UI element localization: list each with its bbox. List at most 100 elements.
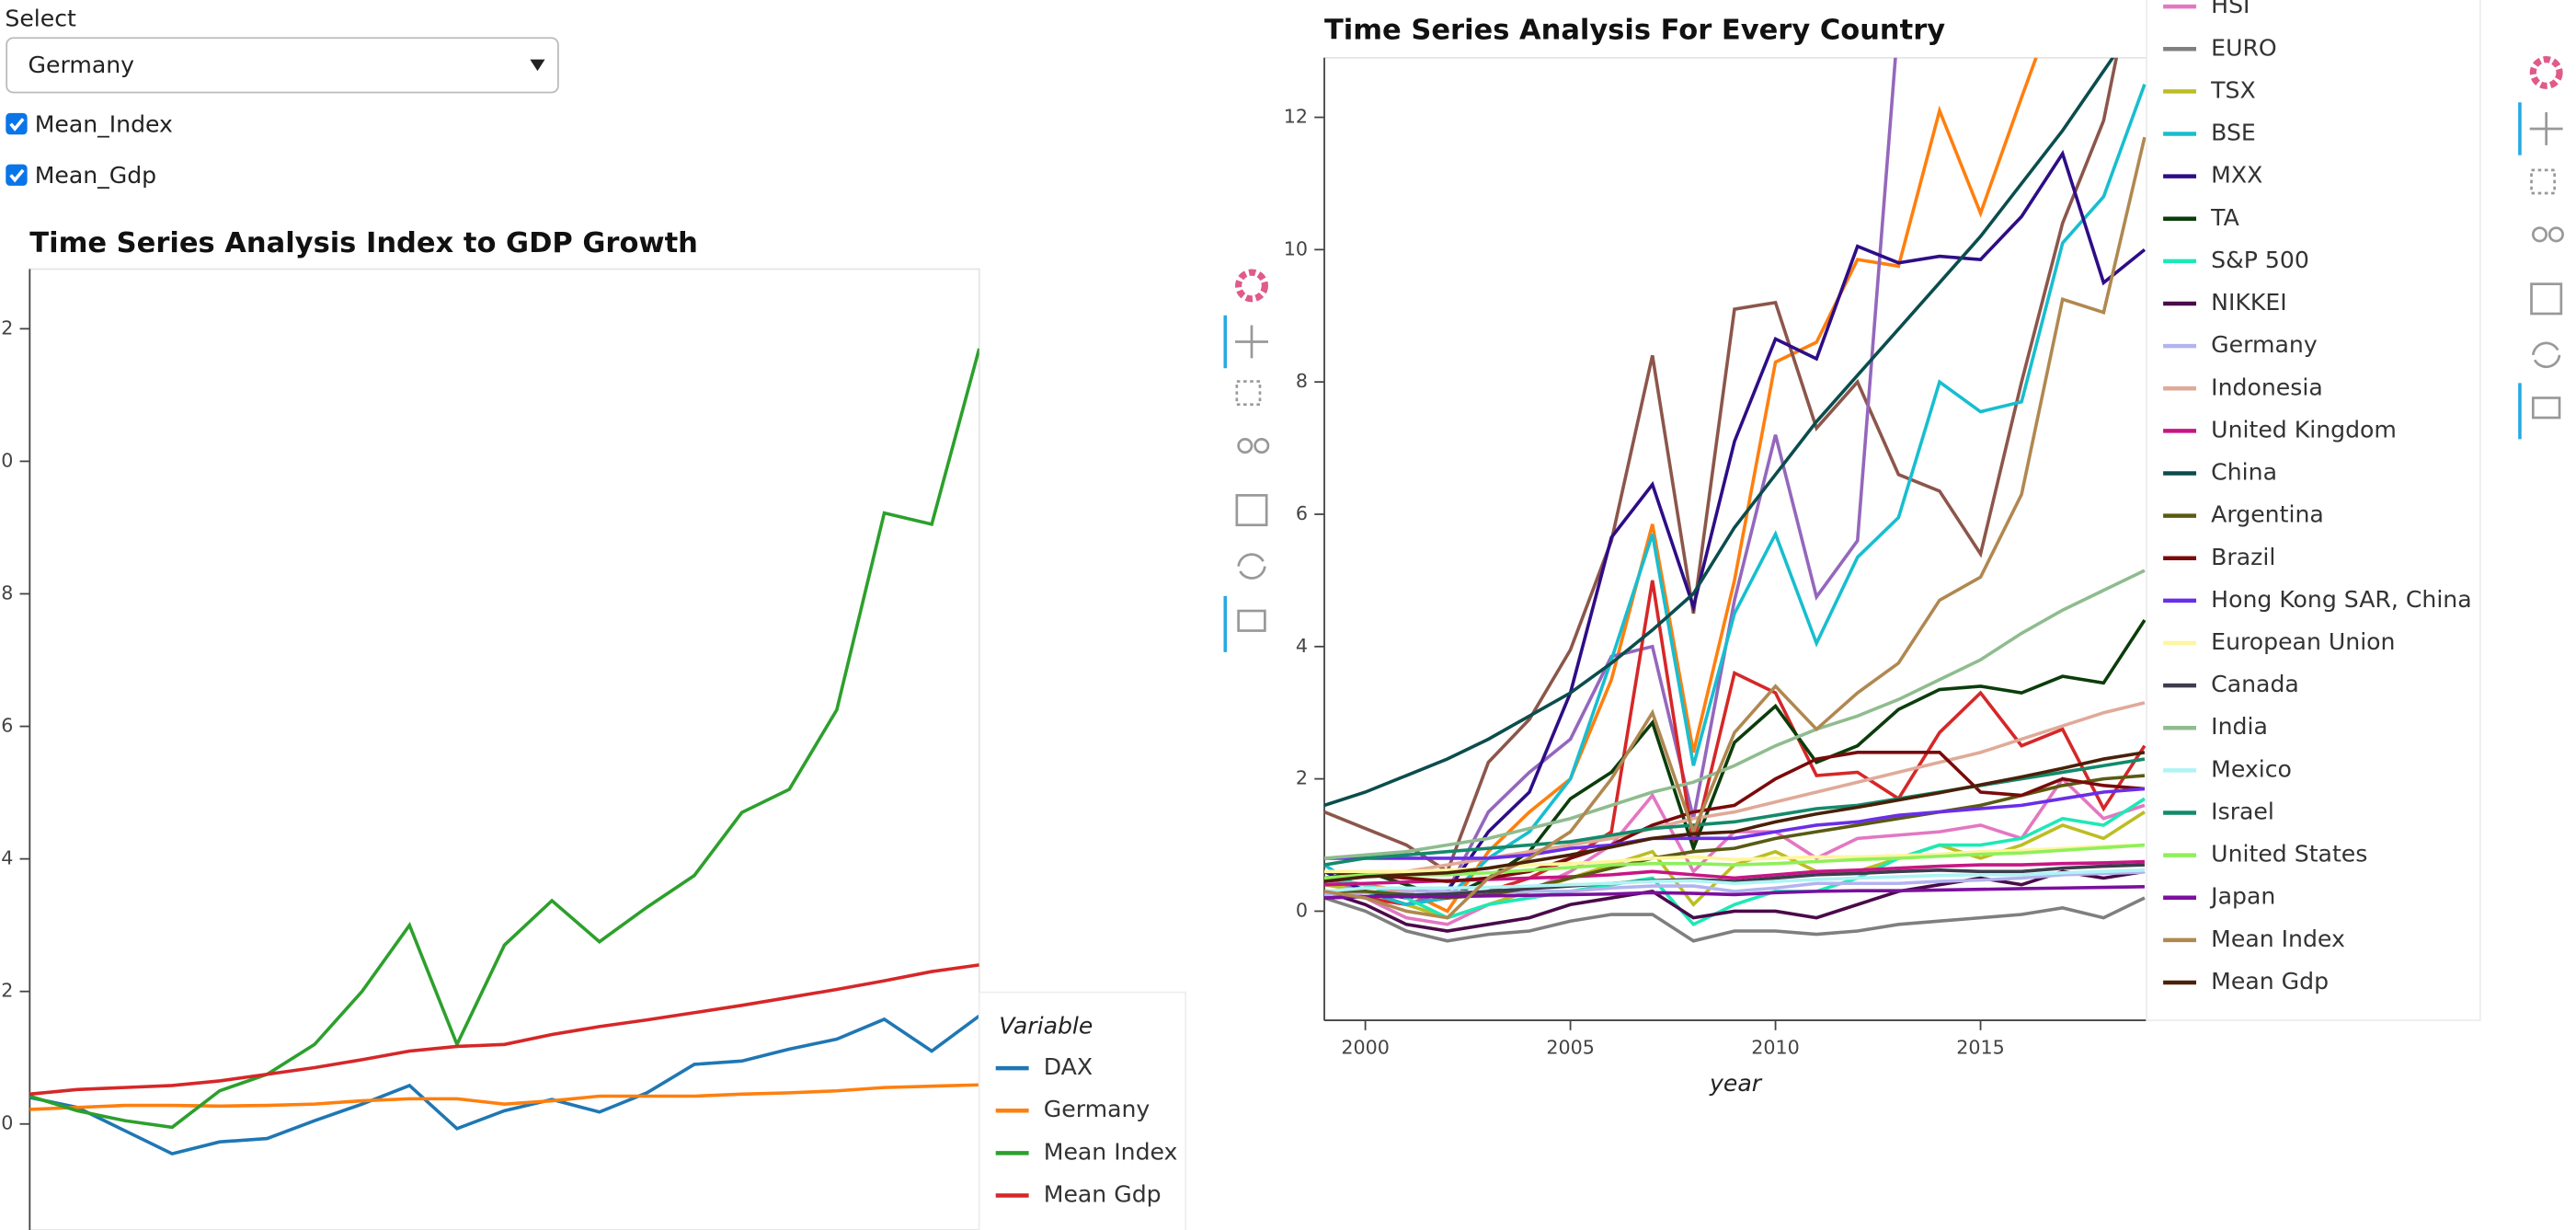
series-line xyxy=(1324,57,2115,808)
checkbox[interactable] xyxy=(6,112,28,135)
legend-label[interactable]: Mean Gdp xyxy=(2211,968,2329,994)
legend-title: Variable xyxy=(999,1012,1093,1039)
series-line xyxy=(1324,869,2146,933)
legend: HSI EURO TSX BSE MXX TA S&P 500 NIKKEI Germany In… xyxy=(2146,0,2481,1021)
checkbox-label[interactable]: Mean_Gdp xyxy=(35,162,156,189)
pan-tool[interactable] xyxy=(2529,112,2563,145)
chart-title: Time Series Analysis For Every Country xyxy=(1324,15,1945,47)
legend-label[interactable]: Germany xyxy=(2211,331,2318,358)
legend-label[interactable]: European Union xyxy=(2211,628,2395,655)
bokeh-logo[interactable] xyxy=(2529,56,2563,89)
y-tick-label: 6 xyxy=(1296,502,1308,524)
series-line xyxy=(1324,868,2145,893)
y-tick-label: 4 xyxy=(1296,635,1308,657)
plot: Time Series Analysis For Every Country 0 2… xyxy=(1284,15,2148,1097)
legend-label[interactable]: Brazil xyxy=(2211,544,2275,570)
checkmark[interactable] xyxy=(9,118,25,132)
legend-label[interactable]: MXX xyxy=(2211,162,2262,189)
y-tick-label: 2 xyxy=(1,980,13,1002)
x-tick-label: 2010 xyxy=(1751,1037,1800,1059)
checkbox-label[interactable]: Mean_Index xyxy=(35,110,173,137)
select-value[interactable]: Germany xyxy=(29,52,135,78)
legend-label[interactable]: Germany xyxy=(1044,1096,1151,1122)
series-line xyxy=(1324,57,1897,907)
series-line xyxy=(1324,569,2146,860)
legend-label[interactable]: NIKKEI xyxy=(2211,289,2286,316)
lines xyxy=(29,348,979,1156)
legend-label[interactable]: Mexico xyxy=(2211,755,2292,782)
box-zoom-tool[interactable] xyxy=(1235,380,1262,407)
y-tick-label: 12 xyxy=(1284,106,1308,128)
y-tick-label: 8 xyxy=(1,581,13,604)
save-tool[interactable] xyxy=(1235,494,1268,527)
y-tick-label: 0 xyxy=(1296,899,1308,921)
series-line xyxy=(29,1083,979,1111)
legend-box xyxy=(2146,0,2481,1021)
y-tick-label: 12 xyxy=(0,316,13,339)
y-tick-label: 10 xyxy=(1284,237,1308,259)
checkbox[interactable] xyxy=(6,164,28,186)
pan-tool[interactable] xyxy=(1235,325,1268,359)
checkbox-group: Mean_Index Mean_Gdp xyxy=(6,110,173,189)
box-zoom-tool[interactable] xyxy=(2530,168,2557,195)
x-tick-label: 2005 xyxy=(1546,1037,1595,1059)
y-tick-label: 0 xyxy=(1,1112,13,1134)
legend-label[interactable]: United Kingdom xyxy=(2211,416,2397,443)
legend-label[interactable]: Hong Kong SAR, China xyxy=(2211,586,2471,613)
series-line xyxy=(1324,787,2146,860)
legend-label[interactable]: Indonesia xyxy=(2211,374,2323,400)
legend-label[interactable]: United States xyxy=(2211,841,2367,868)
x-tick-label: 2000 xyxy=(1341,1037,1390,1059)
plot: Time Series Analysis Index to GDP Growth… xyxy=(0,227,980,1230)
wheel-zoom-tool[interactable] xyxy=(1237,438,1270,454)
legend-label[interactable]: S&P 500 xyxy=(2211,247,2309,273)
legend-label[interactable]: TSX xyxy=(2210,76,2256,103)
legend-label[interactable]: Israel xyxy=(2211,799,2274,825)
chart-title: Time Series Analysis Index to GDP Growth xyxy=(29,227,698,259)
x-tick-label: 2015 xyxy=(1956,1037,2005,1059)
y-tick-label: 2 xyxy=(1296,767,1308,789)
legend-label[interactable]: EURO xyxy=(2211,34,2277,61)
series-line xyxy=(1324,751,2146,883)
lines xyxy=(1324,57,2147,943)
select-box[interactable]: Germany xyxy=(6,37,559,94)
legend: Variable DAX Germany Mean Index Mean Gdp xyxy=(978,991,1187,1230)
select-label: Select xyxy=(5,6,76,32)
reset-tool[interactable] xyxy=(2531,341,2561,369)
legend-label[interactable]: TA xyxy=(2210,204,2239,231)
legend-label[interactable]: Japan xyxy=(2209,883,2275,910)
x-axis-label: year xyxy=(1709,1070,1763,1097)
select-frame[interactable] xyxy=(6,37,559,94)
bokeh-logo[interactable] xyxy=(1235,269,1268,303)
series-line xyxy=(1324,57,2119,875)
series-line xyxy=(29,1014,979,1156)
series-line xyxy=(29,963,979,1097)
plots: Time Series Analysis Index to GDP Growth… xyxy=(0,0,2481,1230)
legend-label[interactable]: India xyxy=(2211,713,2268,740)
series-line xyxy=(29,348,979,1130)
series-line xyxy=(1324,136,2147,920)
y-tick-label: 8 xyxy=(1296,370,1308,392)
legend-label[interactable]: Mean Gdp xyxy=(1044,1180,1162,1207)
wheel-zoom-tool[interactable] xyxy=(2531,226,2564,243)
legend-label[interactable]: DAX xyxy=(1044,1053,1093,1080)
legend-label[interactable]: BSE xyxy=(2211,120,2256,146)
legend-label[interactable]: China xyxy=(2211,459,2277,486)
series-line xyxy=(1324,701,2146,880)
hover-tool[interactable] xyxy=(2531,397,2561,420)
save-tool[interactable] xyxy=(2530,282,2563,316)
series-line xyxy=(1324,896,2146,943)
checkmark[interactable] xyxy=(9,168,25,183)
legend-label[interactable]: Canada xyxy=(2211,671,2299,697)
reset-tool[interactable] xyxy=(1237,553,1266,580)
legend-label[interactable]: Argentina xyxy=(2211,501,2324,528)
plot-area xyxy=(29,268,980,1230)
series-line xyxy=(1324,843,2145,874)
legend-label[interactable]: HSI xyxy=(2211,0,2250,18)
select-arrow[interactable] xyxy=(530,59,545,72)
series-line xyxy=(1324,83,2147,907)
legend-label[interactable]: Mean Index xyxy=(2211,925,2345,952)
legend-label[interactable]: Mean Index xyxy=(1044,1138,1178,1165)
hover-tool[interactable] xyxy=(1237,609,1266,632)
